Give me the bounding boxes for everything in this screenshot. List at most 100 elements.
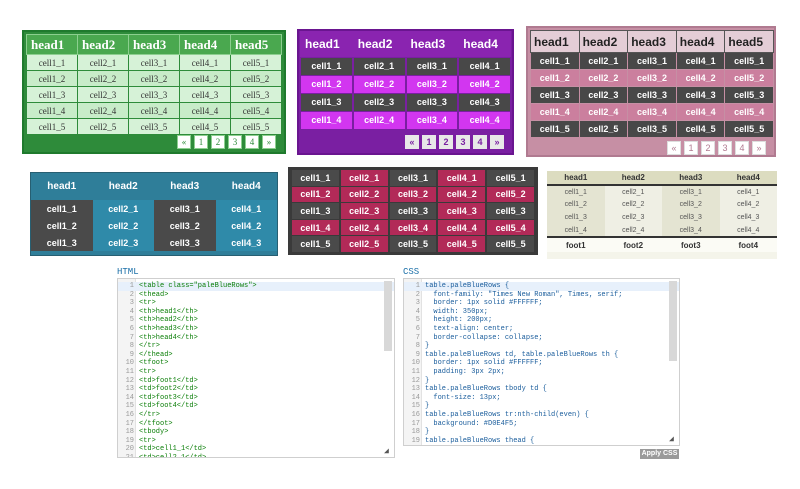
line-number: 11 xyxy=(125,368,134,376)
code-line: 9 table.paleBlueRows td, table.paleBlueRo… xyxy=(404,351,679,360)
table-cell: cell2_3 xyxy=(578,86,629,104)
line-number: 7 xyxy=(129,333,134,342)
page-prev-button[interactable]: « xyxy=(177,135,191,149)
table-crimson: cell1_1 cell2_1 cell3_1 cell4_1 cell5_1 … xyxy=(290,169,536,253)
table-cell: cell1_2 xyxy=(547,198,605,211)
editor-scrollbar[interactable] xyxy=(384,281,392,351)
code-text: <td>foot1</td> xyxy=(139,376,198,385)
table-cell: cell5_2 xyxy=(485,185,536,204)
table-cell: cell2_1 xyxy=(338,169,390,187)
html-code-editor[interactable]: 1 <table class="paleBlueRows"> 2 <thead> 3 <t… xyxy=(117,278,395,458)
code-text: </tr> xyxy=(139,411,161,419)
page-prev-button[interactable]: « xyxy=(667,141,681,155)
table-preview-purple[interactable]: head1 head2 head3 head4 cell1_1 cell2_1 … xyxy=(297,29,514,155)
line-number-gutter xyxy=(118,279,136,457)
code-text: <td>cell2_1</td> xyxy=(139,454,207,458)
code-text: <tr> xyxy=(139,299,156,308)
table-row: cell1_2 cell2_2 cell3_2 cell4_2 cell5_2 xyxy=(530,69,774,87)
table-cell: cell2_5 xyxy=(338,235,390,253)
table-cell: cell1_2 xyxy=(530,69,580,87)
code-line: 9 </thead> xyxy=(118,351,394,360)
table-cell: cell3_1 xyxy=(128,54,180,71)
table-cell: cell1_4 xyxy=(290,218,341,237)
code-line: 1 table.paleBlueRows { xyxy=(404,282,679,291)
table-head-cell: head2 xyxy=(604,171,662,186)
table-head-cell: head4 xyxy=(675,30,726,53)
table-cell: cell4_1 xyxy=(179,54,231,71)
table-cell: cell4_3 xyxy=(436,202,488,220)
table-cell: cell3_4 xyxy=(627,103,677,121)
table-preview-mauve[interactable]: head1 head2 head3 head4 head5 cell1_1 ce… xyxy=(526,26,776,157)
table-cell: cell2_4 xyxy=(578,103,629,121)
code-text: border: 1px solid #FFFFFF; xyxy=(425,359,543,368)
table-cell: cell2_4 xyxy=(77,102,129,119)
table-foot-row: foot1 foot2 foot3 foot4 xyxy=(547,236,777,252)
table-row: cell1_1 cell2_1 cell3_1 cell4_1 xyxy=(299,56,512,76)
code-line: 15 <td>foot4</td> xyxy=(118,402,394,411)
page-button[interactable]: 2 xyxy=(439,135,453,149)
table-head-cell: head4 xyxy=(215,173,277,200)
code-text: </thead> xyxy=(139,350,173,359)
table-cell: cell5_1 xyxy=(724,52,774,70)
page-prev-button[interactable]: « xyxy=(405,135,419,149)
table-preview-green[interactable]: head1 head2 head3 head4 head5 cell1_1 ce… xyxy=(22,30,286,154)
line-number-gutter xyxy=(404,279,422,445)
table-cell: cell2_2 xyxy=(92,217,154,234)
pagination: « 1 2 3 4 » xyxy=(405,135,504,149)
table-foot-cell: foot4 xyxy=(719,236,777,252)
code-line: 21 <td>cell2_1</td> xyxy=(118,454,394,458)
table-head-cell: head4 xyxy=(458,31,511,57)
page-button[interactable]: 1 xyxy=(194,135,208,149)
page-button[interactable]: 1 xyxy=(684,141,698,155)
page-button[interactable]: 1 xyxy=(422,135,436,149)
table-cell: cell4_1 xyxy=(675,52,726,70)
page-button[interactable]: 3 xyxy=(456,135,470,149)
table-head-cell: head3 xyxy=(154,173,216,200)
table-cell: cell3_3 xyxy=(387,202,439,220)
page-button[interactable]: 2 xyxy=(211,135,225,149)
line-number: 12 xyxy=(125,376,134,385)
page-next-button[interactable]: » xyxy=(752,141,766,155)
line-number: 14 xyxy=(411,393,420,402)
page-button[interactable]: 4 xyxy=(735,141,749,155)
table-preview-teal[interactable]: head1 head2 head3 head4 cell1_1 cell2_1 … xyxy=(30,172,278,256)
table-head-cell: head1 xyxy=(547,171,605,186)
table-row: cell1_3 cell2_3 cell3_3 cell4_3 cell5_3 xyxy=(290,202,536,220)
table-preview-olive[interactable]: head1 head2 head3 head4 cell1_1 cell2_1 … xyxy=(547,171,777,259)
table-cell: cell5_5 xyxy=(485,235,536,253)
pagination: « 1 2 3 4 » xyxy=(177,135,276,149)
code-text: <th>head1</th> xyxy=(139,307,198,316)
css-code-editor[interactable]: 1 table.paleBlueRows {2 font-family: "Tim… xyxy=(403,278,680,446)
page-button[interactable]: 4 xyxy=(245,135,259,149)
line-number: 8 xyxy=(129,342,134,351)
line-number: 2 xyxy=(415,290,420,299)
table-row: cell1_2 cell2_2 cell3_2 cell4_2 xyxy=(31,217,277,234)
table-preview-crimson[interactable]: cell1_1 cell2_1 cell3_1 cell4_1 cell5_1 … xyxy=(288,167,538,255)
code-text: height: 200px; xyxy=(425,316,493,325)
editor-scrollbar[interactable] xyxy=(669,281,677,361)
apply-css-button[interactable]: Apply CSS xyxy=(640,449,679,459)
page-button[interactable]: 4 xyxy=(473,135,487,149)
code-line: 13 table.paleBlueRows tbody td { xyxy=(404,385,679,394)
resize-handle-icon[interactable]: ◢ xyxy=(384,447,389,456)
code-line: 19 table.paleBlueRows thead { xyxy=(404,437,679,445)
page-button[interactable]: 3 xyxy=(228,135,242,149)
table-cell: cell2_2 xyxy=(338,185,390,204)
table-cell: cell2_4 xyxy=(604,224,662,237)
page-button[interactable]: 3 xyxy=(718,141,732,155)
html-panel-label: HTML xyxy=(117,267,139,277)
code-text: <tr> xyxy=(139,368,156,376)
code-text: </tr> xyxy=(139,342,161,351)
code-line: 7 <th>head4</th> xyxy=(118,334,394,343)
table-cell: cell4_4 xyxy=(179,102,231,119)
table-cell: cell5_3 xyxy=(485,202,536,220)
table-cell: cell4_3 xyxy=(719,211,777,224)
resize-handle-icon[interactable]: ◢ xyxy=(669,435,674,444)
page-button[interactable]: 2 xyxy=(701,141,715,155)
page-next-button[interactable]: » xyxy=(262,135,276,149)
page-next-button[interactable]: » xyxy=(490,135,504,149)
code-line: 4 width: 350px; xyxy=(404,308,679,317)
table-head-cell: head1 xyxy=(300,31,353,57)
table-green: head1 head2 head3 head4 head5 cell1_1 ce… xyxy=(26,34,282,135)
table-cell: cell3_1 xyxy=(387,169,439,187)
